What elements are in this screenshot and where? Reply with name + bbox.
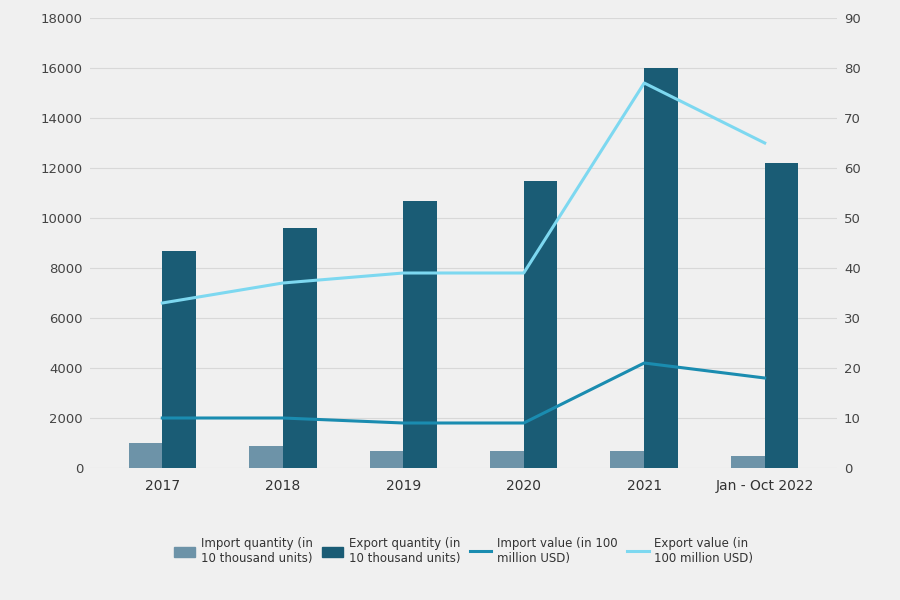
Bar — [129, 443, 162, 468]
Bar — [731, 455, 765, 468]
Bar — [644, 68, 678, 468]
Bar — [249, 445, 283, 468]
Bar — [370, 451, 403, 468]
Bar — [524, 181, 557, 468]
Bar — [490, 451, 524, 468]
Bar — [765, 163, 798, 468]
Bar — [162, 251, 196, 468]
Legend: Import quantity (in
10 thousand units), Export quantity (in
10 thousand units), : Import quantity (in 10 thousand units), … — [169, 532, 758, 570]
Bar — [283, 228, 317, 468]
Bar — [610, 451, 644, 468]
Bar — [403, 200, 437, 468]
